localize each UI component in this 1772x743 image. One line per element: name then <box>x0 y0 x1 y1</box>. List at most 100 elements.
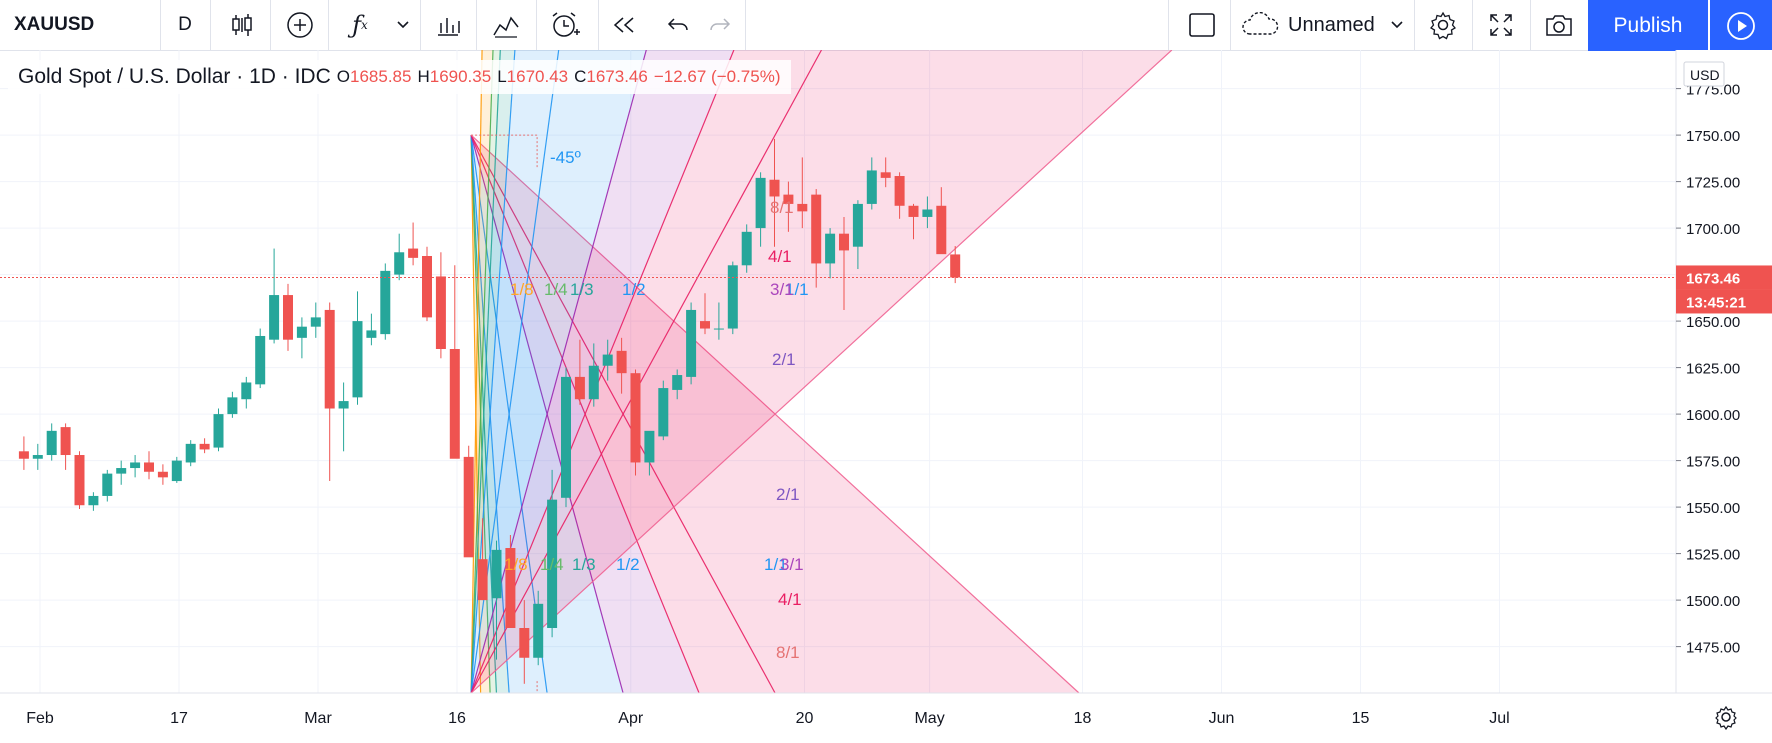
countdown-badge <box>1676 289 1772 314</box>
time-scale[interactable]: Feb 17 Mar 16 Apr 20 May 18 Jun 15 Jul <box>0 692 1772 743</box>
legend-change: −12.67 (−0.75%) <box>653 67 781 86</box>
templates-icon[interactable] <box>424 0 472 50</box>
candle-body <box>588 365 599 400</box>
candle-body <box>825 233 836 264</box>
candle-body <box>380 270 391 335</box>
candle-body <box>519 628 530 658</box>
alert-icon[interactable] <box>542 0 590 50</box>
gear-icon[interactable] <box>1420 0 1466 50</box>
candle-body <box>88 495 99 506</box>
price-tick-label: 1600.00 <box>1686 407 1740 424</box>
candle-body <box>936 205 947 255</box>
countdown-label: 13:45:21 <box>1686 294 1746 311</box>
currency-label: USD <box>1690 67 1720 83</box>
gann-fan-label: 1/3 <box>570 280 594 299</box>
gann-fan-line[interactable] <box>470 50 501 694</box>
layout-name-button[interactable]: Unnamed <box>1240 0 1410 50</box>
candle-body <box>102 473 113 496</box>
interval-button[interactable]: D <box>178 14 192 35</box>
candle-body <box>394 252 405 275</box>
candle-body <box>241 382 252 400</box>
separator <box>1530 0 1531 50</box>
separator <box>476 0 477 50</box>
price-tick-label: 1625.00 <box>1686 361 1740 378</box>
time-tick-label: Mar <box>304 710 332 727</box>
candle-body <box>449 349 460 459</box>
separator <box>1472 0 1473 50</box>
separator <box>210 0 211 50</box>
gann-fan[interactable] <box>470 50 1173 694</box>
gann-angle-label: -45º <box>550 148 581 167</box>
select-icon[interactable] <box>1180 0 1224 50</box>
price-scale[interactable]: 1775.001750.001725.001700.001675.001650.… <box>1675 50 1772 743</box>
gann-fan-label: 1/8 <box>510 280 534 299</box>
legend-open: O1685.85 <box>336 67 412 86</box>
gann-fan-label: 1/4 <box>544 280 568 299</box>
price-tick-label: 1650.00 <box>1686 314 1740 331</box>
play-icon[interactable] <box>1710 0 1772 51</box>
candle-body <box>727 265 738 329</box>
candle-body <box>296 326 307 338</box>
price-scale-bg <box>1676 50 1772 743</box>
candle-body <box>755 177 766 229</box>
replay-icon[interactable] <box>604 0 644 50</box>
chart-canvas[interactable]: 1/8 1/4 1/3 1/2 1/12/13/14/18/11/8 1/4 1/3 1/2 1… <box>0 50 1772 743</box>
candle-body <box>74 455 85 506</box>
candle-body <box>227 397 238 415</box>
symbol-search[interactable]: XAUUSD <box>14 14 95 35</box>
gann-icon[interactable] <box>482 0 530 50</box>
gann-fan-line[interactable] <box>470 50 494 694</box>
gann-fan-line[interactable] <box>470 50 1173 694</box>
chevron-down-icon[interactable] <box>1382 0 1412 50</box>
separator <box>328 0 329 50</box>
candles-icon[interactable] <box>219 0 265 50</box>
add-compare-icon[interactable] <box>276 0 324 50</box>
candle-body <box>658 388 669 437</box>
gann-fan-label: 2/1 <box>772 350 796 369</box>
candle-body <box>602 354 613 366</box>
gear-icon[interactable] <box>1715 705 1737 731</box>
gann-fan-label: 4/1 <box>778 590 802 609</box>
candle-body <box>116 468 127 474</box>
candle-body <box>171 460 182 482</box>
gann-fan-line[interactable] <box>470 50 822 694</box>
undo-icon[interactable] <box>658 0 698 50</box>
camera-icon[interactable] <box>1536 0 1582 50</box>
candle-body <box>811 194 822 264</box>
redo-icon[interactable] <box>700 0 740 50</box>
candle-body <box>157 471 168 478</box>
gann-fan-label: 4/1 <box>768 247 792 266</box>
time-tick-label: 15 <box>1352 710 1370 727</box>
gann-fan-label: 8/1 <box>770 198 794 217</box>
currency-badge[interactable] <box>1683 61 1725 87</box>
time-tick-label: Feb <box>26 710 54 727</box>
candle-body <box>463 456 474 558</box>
candle-body <box>32 455 43 459</box>
gear-icon <box>1721 712 1731 722</box>
candle-body <box>769 179 780 197</box>
separator <box>598 0 599 50</box>
gann-fan-line[interactable] <box>470 50 483 694</box>
candle-body <box>46 430 57 456</box>
candle-body <box>477 559 488 601</box>
gann-fan-label: 1/8 <box>504 555 528 574</box>
legend-close: C1673.46 <box>574 67 648 86</box>
publish-button[interactable]: Publish <box>1588 0 1708 51</box>
fullscreen-icon[interactable] <box>1478 0 1524 50</box>
candle-body <box>547 499 558 628</box>
candle-body <box>366 330 377 338</box>
gann-fan-label: 3/1 <box>780 555 804 574</box>
candle-body <box>700 321 710 329</box>
candle-body <box>352 321 363 398</box>
chevron-down-icon[interactable] <box>390 0 416 50</box>
time-tick-label: Jun <box>1209 710 1235 727</box>
candle-body <box>144 462 154 472</box>
separator <box>1230 0 1231 50</box>
candle-body <box>950 254 961 278</box>
candle-body <box>839 233 849 251</box>
gann-fan-label: 1/1 <box>785 280 809 299</box>
price-tick-label: 1700.00 <box>1686 221 1740 238</box>
candle-body <box>533 603 544 658</box>
